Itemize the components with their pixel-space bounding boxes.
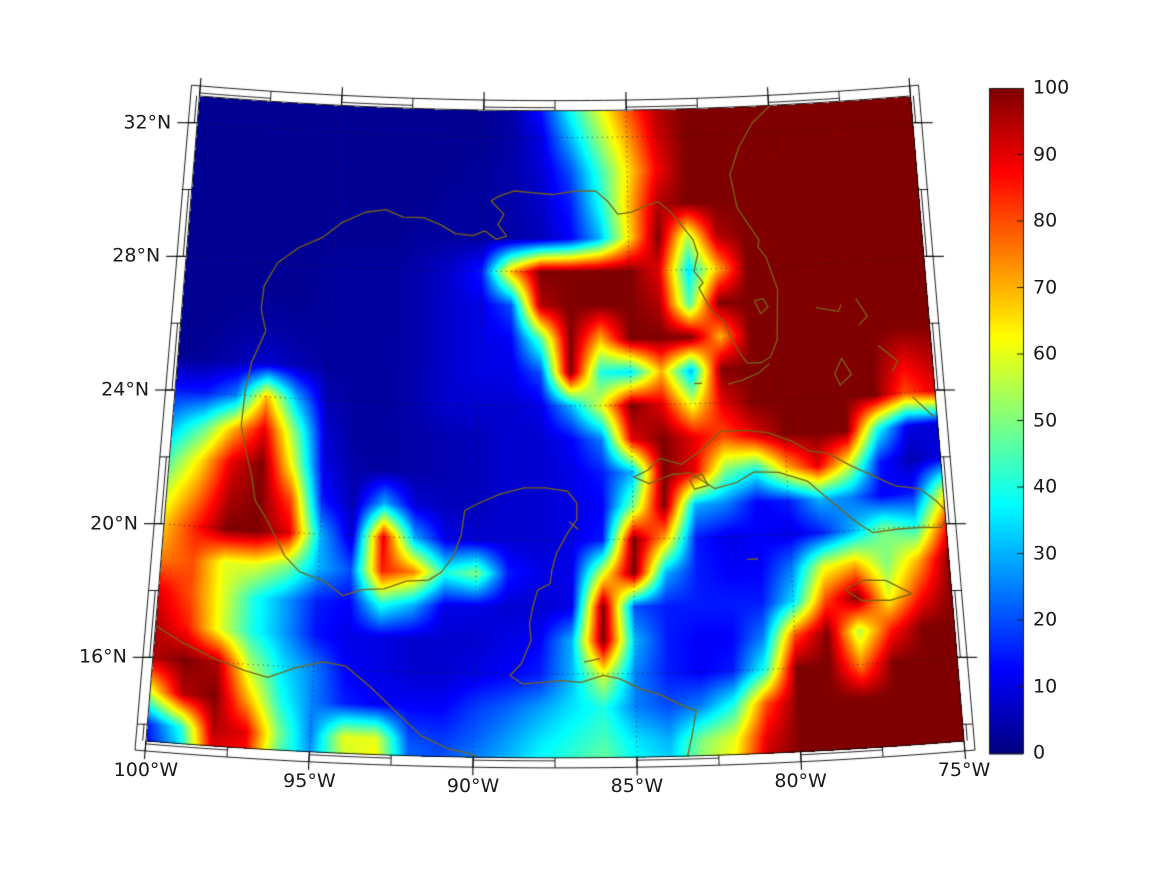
colorbar-tick-label: 0 <box>1033 741 1046 764</box>
lon-tick-label: 80°W <box>774 769 827 792</box>
lon-tick-label: 100°W <box>113 758 179 781</box>
lon-tick-label: 75°W <box>937 758 991 781</box>
colorbar-tick-label: 30 <box>1033 542 1058 564</box>
lat-tick-label: 24°N <box>101 378 150 401</box>
colorbar-tick-label: 10 <box>1033 675 1058 697</box>
colorbar-tick-label: 100 <box>1033 76 1070 99</box>
lat-tick-label: 20°N <box>90 512 138 535</box>
lat-tick-label: 28°N <box>112 244 161 267</box>
colorbar-tick-label: 20 <box>1033 608 1058 631</box>
colorbar-tick-label: 90 <box>1033 143 1058 165</box>
lon-tick-label: 95°W <box>283 769 336 792</box>
colorbar-tick-label: 80 <box>1033 209 1058 232</box>
colorbar-tick-label: 50 <box>1033 409 1058 431</box>
lon-tick-label: 90°W <box>446 775 500 798</box>
lat-tick-label: 16°N <box>78 645 127 668</box>
colorbar-tick-label: 60 <box>1033 342 1058 365</box>
colorbar-tick-label: 70 <box>1033 276 1058 298</box>
lon-tick-label: 85°W <box>610 775 664 798</box>
lat-tick-label: 32°N <box>123 111 172 134</box>
colorbar-tick-label: 40 <box>1033 475 1058 498</box>
